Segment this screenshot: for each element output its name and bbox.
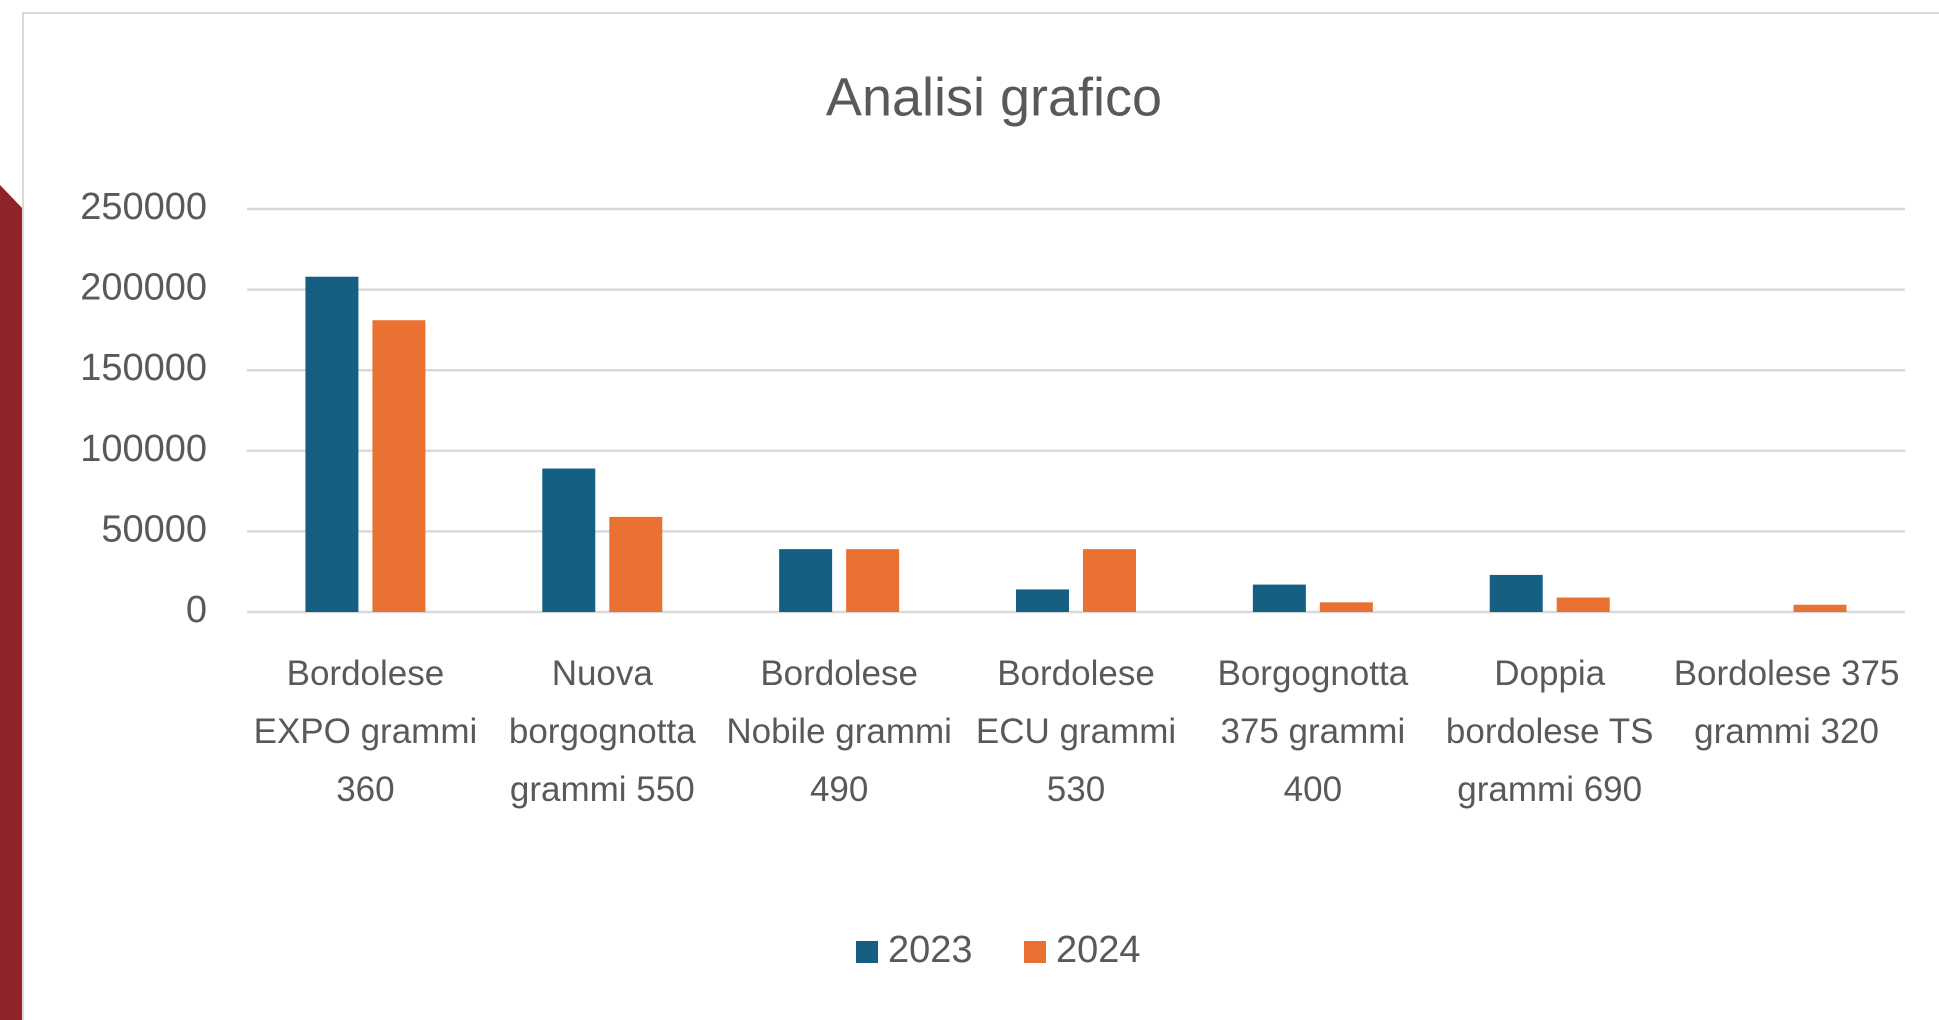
bar [846, 549, 900, 612]
background-shape [0, 185, 24, 1020]
bar [305, 276, 359, 612]
chart-title: Analisi grafico [826, 67, 1162, 127]
bar [1556, 597, 1610, 612]
bar [779, 549, 833, 612]
y-tick-label: 0 [186, 589, 207, 631]
bar [1252, 584, 1306, 612]
bar [1016, 589, 1069, 612]
bar [1793, 604, 1847, 612]
y-tick-label: 150000 [80, 347, 207, 389]
bar [1319, 602, 1373, 612]
bar [1083, 549, 1136, 612]
x-tick-label: Bordolese Nobile grammi 490 [726, 654, 952, 809]
y-tick-label: 250000 [80, 186, 207, 228]
x-tick-label: Bordolese EXPO grammi 360 [253, 654, 478, 809]
bar [1489, 574, 1543, 612]
legend-swatch [856, 941, 878, 963]
x-tick-label: Nuova borgognotta grammi 550 [508, 654, 696, 809]
x-tick-label: Bordolese ECU grammi 530 [975, 654, 1177, 809]
legend-label: 2024 [1056, 929, 1141, 971]
x-tick-label: Bordolese 375 grammi 320 [1673, 654, 1900, 751]
bar [542, 468, 596, 612]
legend-swatch [1024, 941, 1046, 963]
legend-label: 2023 [888, 929, 973, 971]
y-tick-label: 200000 [80, 267, 207, 309]
y-tick-label: 50000 [101, 508, 207, 550]
bar [609, 516, 663, 612]
x-tick-label: Borgognotta 375 grammi 400 [1217, 654, 1409, 809]
y-tick-label: 100000 [80, 428, 207, 470]
x-tick-label: Doppia bordolese TS grammi 690 [1445, 654, 1654, 809]
bar [372, 320, 426, 612]
